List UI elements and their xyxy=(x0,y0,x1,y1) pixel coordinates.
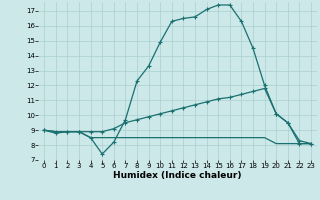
X-axis label: Humidex (Indice chaleur): Humidex (Indice chaleur) xyxy=(113,171,242,180)
